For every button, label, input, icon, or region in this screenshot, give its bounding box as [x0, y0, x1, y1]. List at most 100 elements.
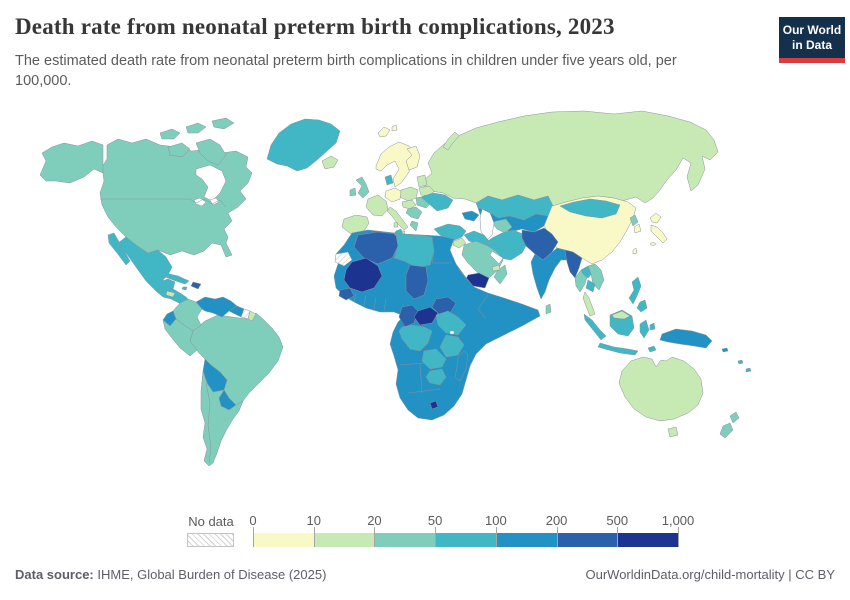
country-solomon-islands[interactable] [721, 347, 729, 353]
country-venezuela[interactable] [195, 296, 238, 318]
legend-bin-10-20[interactable] [313, 533, 375, 547]
country-denmark[interactable] [384, 174, 394, 186]
country-svalbard[interactable] [377, 126, 391, 138]
country-ukraine[interactable] [420, 192, 454, 212]
legend-bin-20-50[interactable] [374, 533, 436, 547]
page-title: Death rate from neonatal preterm birth c… [15, 14, 615, 39]
legend-bin-50-100[interactable] [435, 533, 496, 547]
country-mali[interactable] [343, 257, 383, 293]
country-new-zealand[interactable] [719, 422, 734, 439]
country-alaska[interactable] [39, 140, 104, 184]
country-argentina-chile[interactable] [200, 370, 244, 467]
country-caucasus[interactable] [461, 210, 480, 222]
country-norway-sweden[interactable] [375, 141, 416, 188]
country-malay-peninsula[interactable] [582, 291, 596, 317]
country-zambia[interactable] [421, 348, 447, 370]
country-mongolia[interactable] [559, 198, 621, 219]
country-north-korea[interactable] [629, 214, 639, 227]
country-united-kingdom[interactable] [355, 176, 370, 199]
country-canadian-arctic[interactable] [159, 128, 181, 140]
country-balkans[interactable] [405, 206, 423, 220]
country-russia[interactable] [423, 110, 719, 207]
country-jamaica[interactable] [181, 286, 188, 291]
credit-link[interactable]: OurWorldinData.org/child-mortality | CC … [585, 567, 836, 582]
country-cameroon[interactable] [398, 304, 419, 328]
legend-bin-0-10[interactable] [253, 533, 314, 547]
country-zimbabwe[interactable] [425, 368, 447, 386]
country-india[interactable] [530, 247, 574, 300]
country-japan[interactable] [649, 241, 657, 247]
country-guinea[interactable] [338, 287, 355, 301]
country-hungary-austria[interactable] [401, 199, 417, 210]
country-canadian-arctic[interactable] [185, 122, 207, 134]
country-greece[interactable] [409, 220, 419, 232]
country-cuba[interactable] [162, 272, 190, 285]
country-turkey[interactable] [433, 223, 467, 242]
country-sulawesi[interactable] [639, 319, 650, 339]
country-taiwan[interactable] [632, 247, 638, 255]
country-peru[interactable] [162, 318, 198, 357]
country-fiji-vanuatu[interactable] [737, 359, 744, 365]
country-borneo-malaysia[interactable] [611, 310, 631, 320]
country-algeria[interactable] [353, 231, 399, 265]
country-australia[interactable] [618, 356, 704, 422]
country-madagascar[interactable] [454, 350, 469, 382]
country-tasmania[interactable] [667, 426, 679, 438]
country-dr-congo[interactable] [398, 324, 433, 352]
country-canadian-arctic[interactable] [211, 117, 235, 130]
country-mexico[interactable] [117, 236, 176, 292]
country-baltics[interactable] [416, 174, 428, 188]
country-western-sahara[interactable] [334, 251, 353, 267]
country-uae[interactable] [491, 264, 501, 272]
country-south-korea[interactable] [633, 223, 642, 234]
country-lesotho[interactable] [429, 400, 439, 410]
country-finland[interactable] [405, 145, 421, 171]
legend-bin-100-200[interactable] [495, 533, 557, 547]
country-new-guinea[interactable] [659, 328, 713, 349]
country-japan[interactable] [649, 212, 662, 224]
legend-bin-500-1000[interactable] [617, 533, 678, 547]
country-levant[interactable] [452, 237, 467, 249]
country-guyana[interactable] [228, 305, 245, 318]
country-japan[interactable] [650, 224, 668, 244]
country-africa-interior[interactable] [333, 229, 541, 421]
country-greenland[interactable] [266, 118, 341, 172]
country-sri-lanka[interactable] [545, 303, 552, 315]
country-svalbard[interactable] [391, 124, 398, 132]
country-fiji-vanuatu[interactable] [745, 367, 752, 373]
country-iceland[interactable] [321, 155, 339, 170]
country-poland[interactable] [399, 186, 419, 202]
legend-bin-200-500[interactable] [556, 533, 618, 547]
country-myanmar[interactable] [564, 249, 583, 279]
country-sumatra[interactable] [583, 313, 607, 341]
country-new-zealand[interactable] [729, 411, 740, 424]
country-oman[interactable] [493, 264, 508, 285]
country-kenya-uganda[interactable] [435, 310, 467, 336]
country-cambodia[interactable] [585, 279, 596, 293]
country-canadian-arctic[interactable] [195, 138, 227, 166]
country-philippines[interactable] [636, 299, 648, 313]
country-timor[interactable] [647, 345, 657, 353]
country-italy[interactable] [386, 206, 409, 231]
country-ireland[interactable] [349, 187, 357, 197]
owid-logo[interactable]: Our World in Data [779, 17, 845, 63]
country-iberia[interactable] [341, 214, 370, 235]
country-honduras[interactable] [165, 290, 176, 298]
country-tanzania[interactable] [439, 334, 465, 358]
country-java[interactable] [597, 342, 639, 356]
country-novaya-zemlya[interactable] [442, 131, 460, 151]
country-chad[interactable] [405, 264, 429, 300]
no-data-swatch[interactable] [187, 533, 234, 547]
country-philippines[interactable] [628, 276, 642, 305]
country-central-african-republic[interactable] [413, 306, 439, 326]
legend-tick-label: 0 [249, 513, 257, 528]
country-germany[interactable] [384, 187, 402, 203]
country-french-guiana[interactable] [247, 310, 257, 322]
country-mexico[interactable] [107, 232, 131, 266]
country-vietnam[interactable] [587, 263, 605, 291]
country-hispaniola[interactable] [190, 281, 202, 290]
country-canadian-arctic[interactable] [167, 142, 191, 158]
country-france[interactable] [365, 194, 389, 217]
country-sulawesi[interactable] [649, 322, 656, 331]
country-italy[interactable] [393, 221, 399, 228]
